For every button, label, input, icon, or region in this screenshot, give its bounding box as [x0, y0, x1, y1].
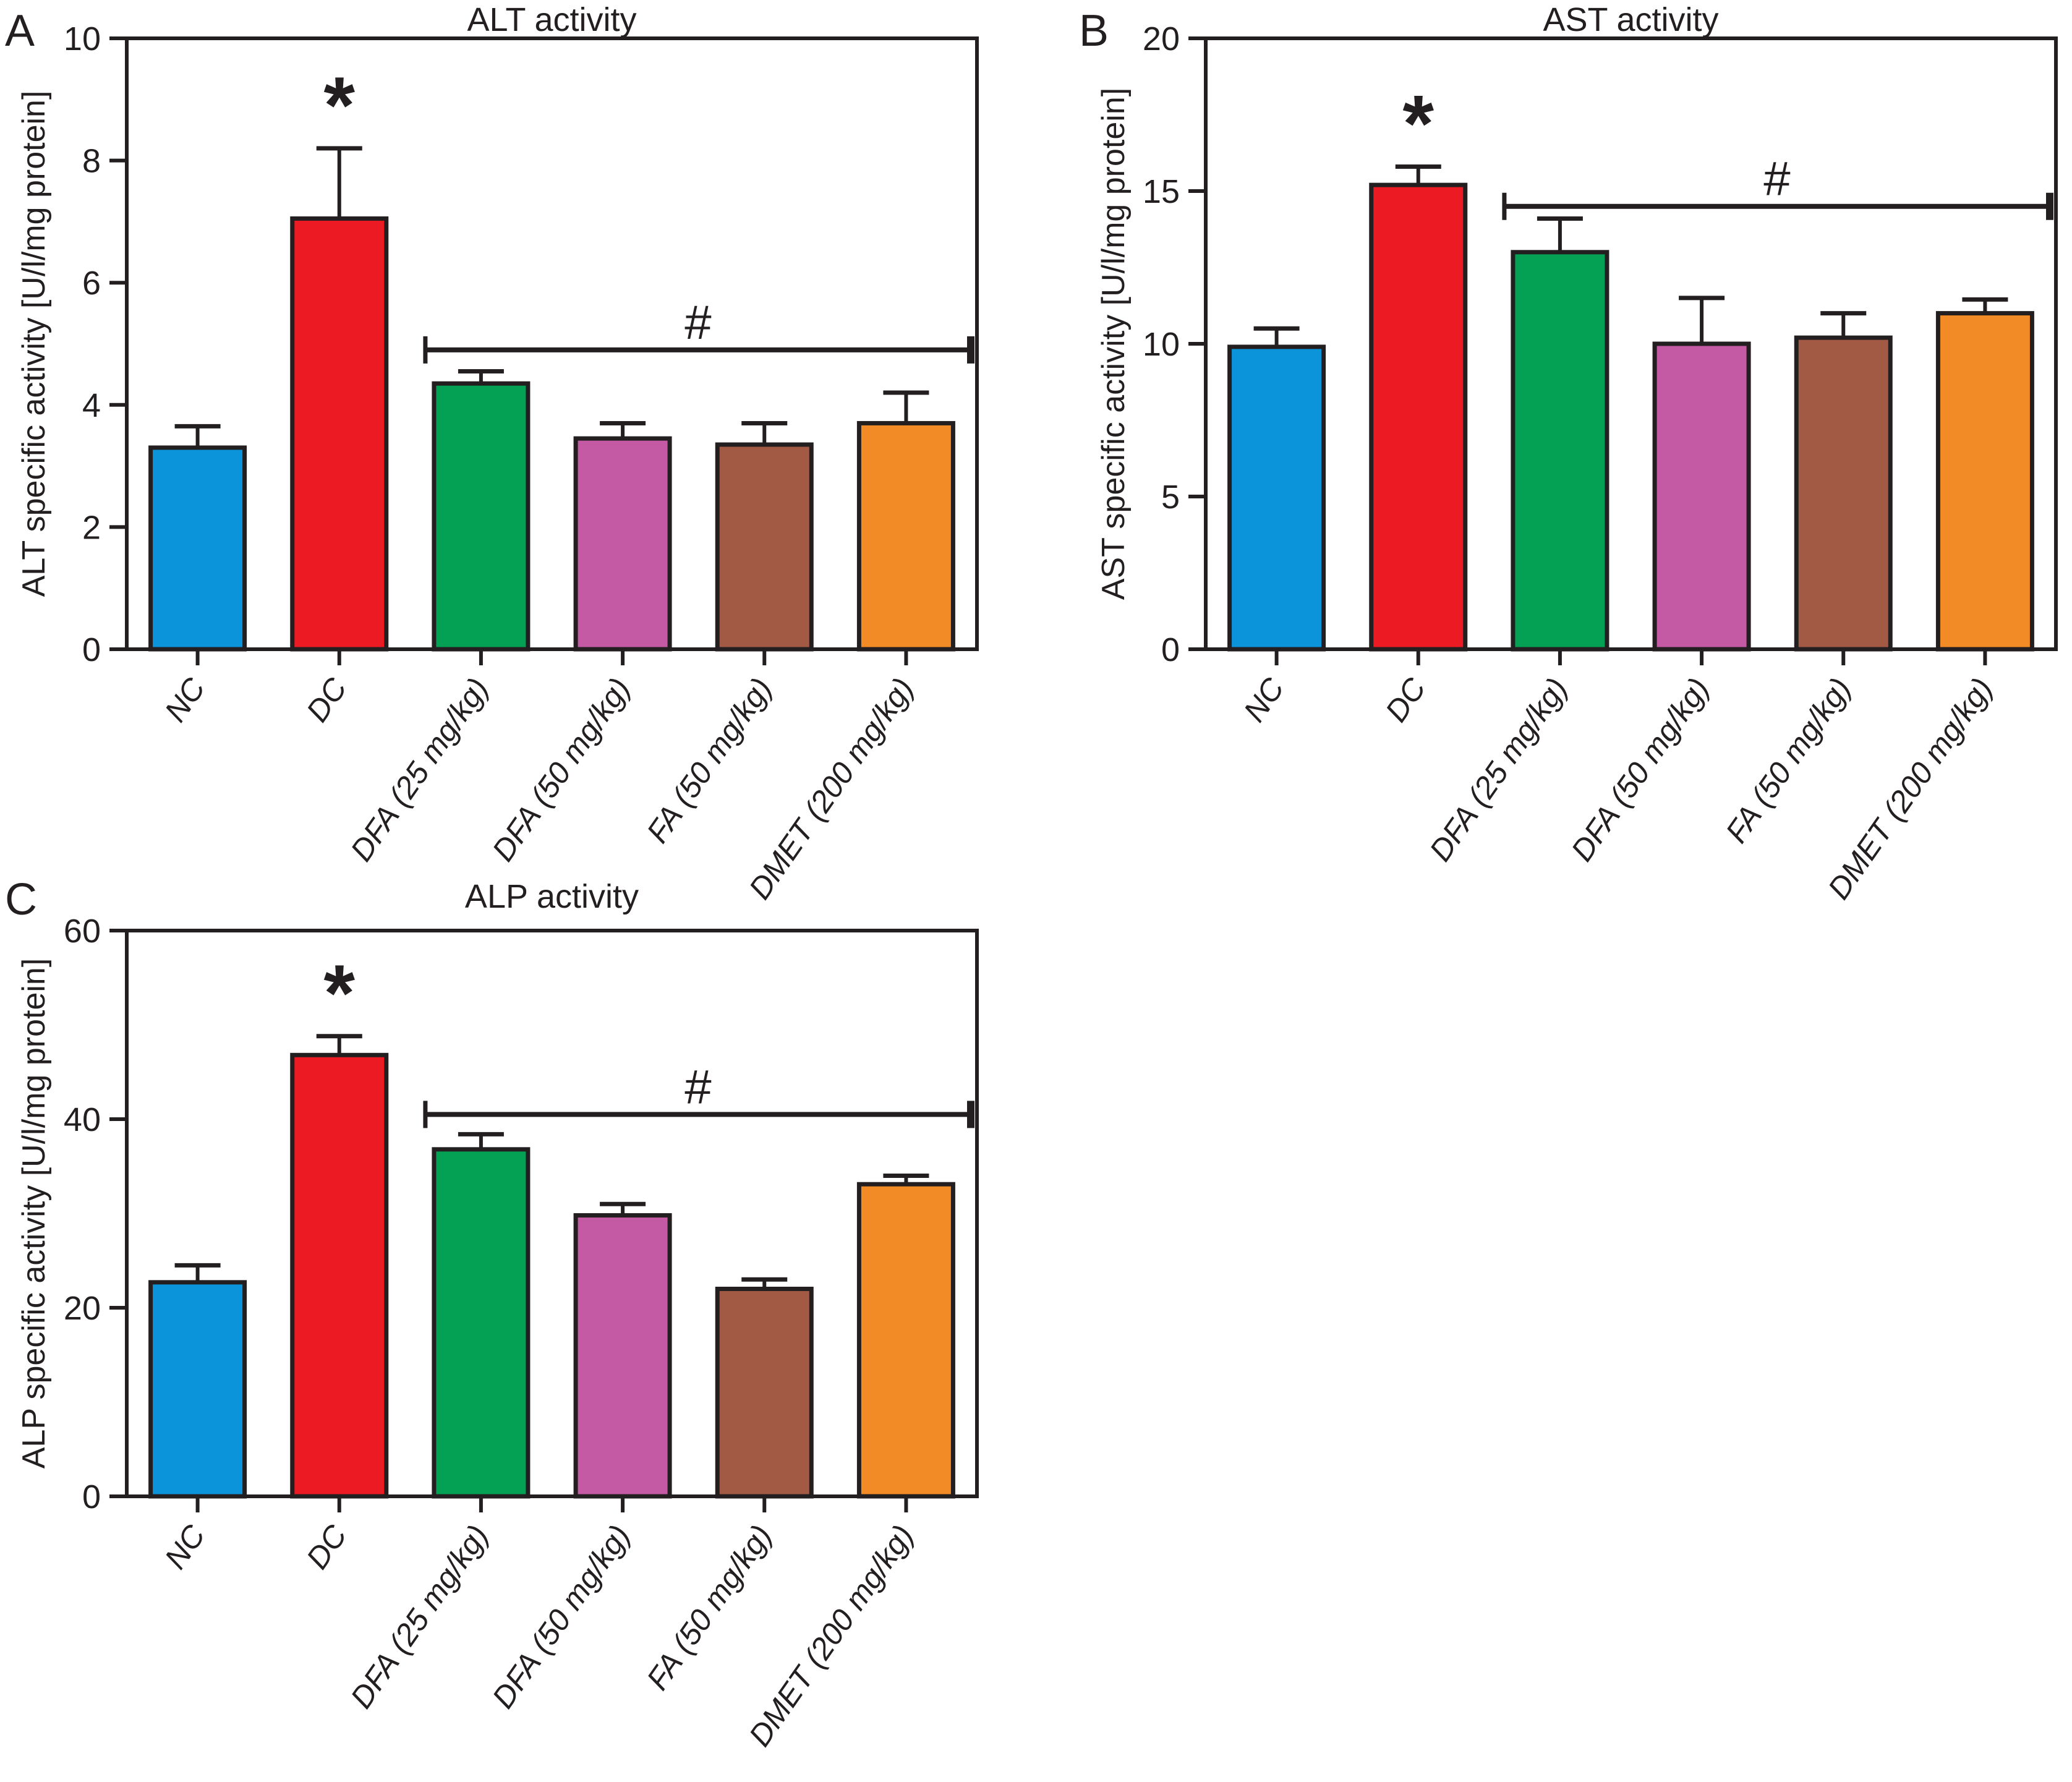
panel-c-xlabel-dfa-25-mg-kg: DFA (25 mg/kg) — [344, 1519, 495, 1715]
panel-b-errorbar-nc — [1253, 326, 1300, 347]
panel-b-significance-bracket: # — [1502, 151, 2053, 220]
panel-b-xlabel-dfa-50-mg-kg: DFA (50 mg/kg) — [1564, 671, 1716, 868]
panel-c-ytick-label-20: 20 — [64, 1290, 101, 1327]
panel-b-bar-dfa-25-mg-kg — [1511, 250, 1609, 652]
panel-a-xlabel-nc: NC — [158, 671, 212, 728]
panel-a-ytick-label-6: 6 — [82, 265, 101, 302]
panel-b-errorbar-dc — [1395, 164, 1441, 185]
panel-a-ytick-label-0: 0 — [82, 631, 101, 668]
panel-b-xlabel-dc: DC — [1378, 671, 1433, 728]
panel-a-errorbar-dmet-200-mg-kg — [883, 390, 929, 424]
panel-b-ytick-label-10: 10 — [1143, 326, 1180, 363]
panel-a-bar-dmet-200-mg-kg — [856, 420, 955, 652]
panel-c-bar-fa-50-mg-kg — [715, 1287, 814, 1499]
panel-c-bar-dc — [290, 1052, 389, 1499]
panel-c-y-axis-label: ALP specific activity [U/l/mg protein] — [16, 958, 52, 1469]
panel-b-bar-dc — [1369, 182, 1468, 652]
panel-c-xlabel-dfa-50-mg-kg: DFA (50 mg/kg) — [485, 1519, 637, 1715]
panel-a-xlabel-dfa-50-mg-kg: DFA (50 mg/kg) — [485, 671, 637, 868]
panel-a-errorbar-nc — [174, 424, 221, 448]
panel-c-bar-dfa-25-mg-kg — [432, 1147, 531, 1499]
panel-b-significance-star: * — [1402, 78, 1434, 168]
panel-c-bar-dfa-50-mg-kg — [573, 1213, 672, 1499]
panel-b-xlabel-fa-50-mg-kg: FA (50 mg/kg) — [1719, 671, 1857, 849]
panel-c-title: ALP activity — [465, 878, 639, 915]
panel-b-bar-dmet-200-mg-kg — [1935, 311, 2034, 652]
panel-b-ytick-label-20: 20 — [1143, 20, 1180, 58]
panel-c-significance-star: * — [323, 948, 355, 1038]
panel-c-bar-dmet-200-mg-kg — [856, 1182, 955, 1499]
panel-b-bar-nc — [1227, 344, 1326, 652]
panel-b-ytick-label-5: 5 — [1161, 479, 1180, 516]
panel-a-title: ALT activity — [467, 1, 636, 38]
panel-c-xlabel-dmet-200-mg-kg: DMET (200 mg/kg) — [742, 1519, 920, 1752]
panel-c-ytick-label-40: 40 — [64, 1101, 101, 1138]
panel-a-xlabel-fa-50-mg-kg: FA (50 mg/kg) — [640, 671, 778, 849]
panel-c-bar-nc — [148, 1280, 247, 1499]
panel-a-significance-bracket: # — [423, 295, 974, 364]
panel-c-errorbar-dmet-200-mg-kg — [883, 1174, 929, 1185]
panel-c-ytick-label-60: 60 — [64, 913, 101, 950]
panel-c-errorbar-dfa-25-mg-kg — [458, 1132, 504, 1149]
panel-b-ytick-label-15: 15 — [1143, 173, 1180, 210]
panel-c-errorbar-dfa-50-mg-kg — [600, 1201, 646, 1216]
panel-b-xlabel-nc: NC — [1237, 671, 1291, 728]
panel-b-xlabel-dmet-200-mg-kg: DMET (200 mg/kg) — [1821, 671, 1999, 905]
panel-a-errorbar-fa-50-mg-kg — [741, 420, 788, 445]
panel-a-xlabel-dc: DC — [299, 671, 354, 728]
panel-c-significance-bracket: # — [423, 1059, 974, 1128]
panel-a-bar-dfa-25-mg-kg — [432, 381, 531, 652]
panel-b-significance-bracket-label: # — [1763, 151, 1790, 206]
panel-a-significance-bracket-label: # — [684, 295, 711, 349]
panel-a-errorbar-dc — [316, 146, 362, 219]
panel-a-significance-star: * — [323, 60, 355, 150]
panel-a-xlabel-dfa-25-mg-kg: DFA (25 mg/kg) — [344, 671, 495, 868]
panel-b-ytick-label-0: 0 — [1161, 631, 1180, 668]
panel-a-errorbar-dfa-50-mg-kg — [600, 420, 646, 439]
panel-b-bar-dfa-50-mg-kg — [1652, 341, 1751, 652]
panel-a-xlabel-dmet-200-mg-kg: DMET (200 mg/kg) — [742, 671, 920, 905]
panel-c-ytick-label-0: 0 — [82, 1478, 101, 1516]
panel-letter-c: C — [5, 875, 37, 924]
panel-b-y-axis-label: AST specific activity [U/l/mg protein] — [1096, 88, 1132, 600]
panel-a-bar-dfa-50-mg-kg — [573, 436, 672, 652]
panel-c-errorbar-dc — [316, 1034, 362, 1055]
panel-letter-b: B — [1079, 6, 1109, 56]
panel-b-title: AST activity — [1543, 1, 1718, 38]
panel-c-errorbar-nc — [174, 1263, 221, 1282]
panel-c-errorbar-fa-50-mg-kg — [741, 1277, 788, 1289]
panel-b-errorbar-fa-50-mg-kg — [1820, 311, 1867, 338]
panel-c-xlabel-dc: DC — [299, 1518, 354, 1575]
panel-c-xlabel-fa-50-mg-kg: FA (50 mg/kg) — [640, 1519, 778, 1696]
panel-b-axis-box — [1204, 36, 2058, 651]
panel-b-ast-activity: B AST activity AST specific activity [U/l/… — [1079, 1, 2058, 905]
panel-b-errorbar-dmet-200-mg-kg — [1962, 297, 2008, 313]
panel-a-ytick-label-2: 2 — [82, 509, 101, 546]
panel-b-errorbar-dfa-50-mg-kg — [1679, 296, 1725, 344]
panel-a-axis-box — [125, 36, 979, 651]
panel-a-ytick-label-4: 4 — [82, 387, 101, 424]
panel-c-alp-activity: C ALP activity ALP specific activity [U/l/… — [5, 875, 979, 1752]
panel-b-errorbar-dfa-25-mg-kg — [1537, 216, 1583, 252]
panel-b-bar-fa-50-mg-kg — [1794, 335, 1893, 652]
panel-a-ytick-label-8: 8 — [82, 143, 101, 180]
panel-a-bar-fa-50-mg-kg — [715, 442, 814, 652]
panel-c-xlabel-nc: NC — [158, 1518, 212, 1575]
panel-c-axis-box — [125, 929, 979, 1498]
panel-a-alt-activity: A ALT activity ALT specific activity [U/l/… — [5, 1, 979, 905]
panel-a-ytick-label-10: 10 — [64, 20, 101, 58]
panel-c-significance-bracket-label: # — [684, 1059, 711, 1114]
panel-a-bar-nc — [148, 445, 247, 652]
panel-b-xlabel-dfa-25-mg-kg: DFA (25 mg/kg) — [1423, 671, 1574, 868]
panel-letter-a: A — [5, 6, 35, 56]
panel-a-y-axis-label: ALT specific activity [U/l/mg protein] — [16, 91, 52, 597]
panel-a-errorbar-dfa-25-mg-kg — [458, 369, 504, 384]
panel-a-bar-dc — [290, 216, 389, 652]
